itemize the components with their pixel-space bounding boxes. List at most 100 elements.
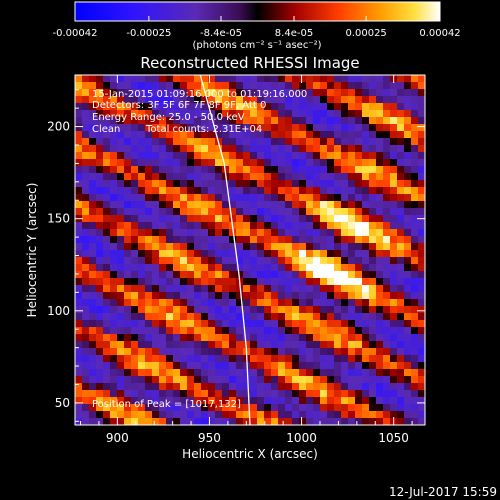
heatmap-pixel [96,327,104,335]
heatmap-pixel [264,173,272,181]
heatmap-pixel [313,243,321,251]
heatmap-pixel [418,152,425,160]
heatmap-pixel [159,180,167,188]
heatmap-pixel [271,327,279,335]
heatmap-pixel [292,292,300,300]
heatmap-pixel [236,229,244,237]
heatmap-pixel [89,278,97,286]
heatmap-pixel [313,117,321,125]
heatmap-pixel [75,327,83,335]
heatmap-pixel [173,341,181,349]
heatmap-pixel [89,180,97,188]
heatmap-pixel [411,194,419,202]
heatmap-pixel [243,103,251,111]
heatmap-pixel [236,215,244,223]
heatmap-pixel [138,243,146,251]
heatmap-pixel [348,362,356,370]
heatmap-pixel [383,110,391,118]
heatmap-pixel [166,250,174,258]
heatmap-pixel [117,285,125,293]
heatmap-pixel [278,75,286,83]
heatmap-pixel [110,404,118,412]
heatmap-pixel [180,96,188,104]
solar-limb-line [199,75,251,425]
heatmap-pixel [166,264,174,272]
heatmap-pixel [362,376,370,384]
heatmap-pixel [292,313,300,321]
heatmap-pixel [285,117,293,125]
heatmap-pixel [124,145,132,153]
heatmap-pixel [201,362,209,370]
heatmap-pixel [166,152,174,160]
heatmap-pixel [173,334,181,342]
heatmap-pixel [369,194,377,202]
heatmap-pixel [159,257,167,265]
heatmap-pixel [327,229,335,237]
heatmap-pixel [110,145,118,153]
heatmap-pixel [110,320,118,328]
heatmap-pixel [390,229,398,237]
heatmap-pixel [362,278,370,286]
heatmap-pixel [348,355,356,363]
heatmap-pixel [152,397,160,405]
heatmap-pixel [397,131,405,139]
heatmap-pixel [320,390,328,398]
heatmap-pixel [180,243,188,251]
heatmap-pixel [348,411,356,419]
heatmap-pixel [306,299,314,307]
heatmap-pixel [250,334,258,342]
heatmap-pixel [138,138,146,146]
heatmap-pixel [145,257,153,265]
heatmap-pixel [75,229,83,237]
heatmap-pixel [264,341,272,349]
heatmap-pixel [369,285,377,293]
heatmap-pixel [397,103,405,111]
heatmap-pixel [362,362,370,370]
heatmap-pixel [271,159,279,167]
heatmap-pixel [271,96,279,104]
heatmap-pixel [229,187,237,195]
heatmap-pixel [404,208,412,216]
heatmap-pixel [292,334,300,342]
heatmap-pixel [180,229,188,237]
heatmap-pixel [75,355,83,363]
heatmap-pixel [292,250,300,258]
heatmap-pixel [278,201,286,209]
heatmap-pixel [418,124,425,132]
heatmap-pixel [362,341,370,349]
heatmap-pixel [355,229,363,237]
heatmap-pixel [299,418,307,425]
heatmap-pixel [341,376,349,384]
heatmap-pixel [173,103,181,111]
heatmap-pixel [327,96,335,104]
heatmap-pixel [320,292,328,300]
heatmap-pixel [320,124,328,132]
heatmap-pixel [138,236,146,244]
heatmap-pixel [369,124,377,132]
heatmap-pixel [166,159,174,167]
heatmap-pixel [404,278,412,286]
heatmap-pixel [327,236,335,244]
heatmap-pixel [215,397,223,405]
heatmap-pixel [96,180,104,188]
heatmap-pixel [362,264,370,272]
heatmap-pixel [257,201,265,209]
heatmap-pixel [131,138,139,146]
heatmap-pixel [390,82,398,90]
heatmap-pixel [383,418,391,425]
heatmap-pixel [327,103,335,111]
heatmap-pixel [194,131,202,139]
heatmap-pixel [397,166,405,174]
heatmap-pixel [271,201,279,209]
heatmap-pixel [222,348,230,356]
heatmap-pixel [390,110,398,118]
heatmap-pixel [89,383,97,391]
heatmap-pixel [201,180,209,188]
heatmap-pixel [320,215,328,223]
heatmap-pixel [306,285,314,293]
heatmap-pixel [355,299,363,307]
heatmap-pixel [355,418,363,425]
heatmap-pixel [103,187,111,195]
heatmap-pixel [173,152,181,160]
heatmap-pixel [264,250,272,258]
